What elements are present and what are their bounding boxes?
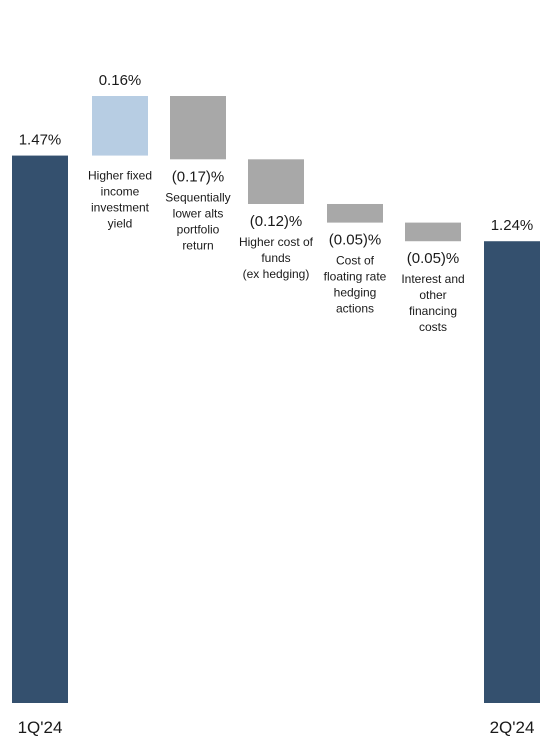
desc-label-4-line-3: (ex hedging) <box>243 267 310 281</box>
desc-label-5-line-3: hedging <box>334 286 377 300</box>
desc-label-5-line-1: Cost of <box>336 254 375 268</box>
desc-label-3-line-4: return <box>182 238 213 252</box>
desc-label-3-line-3: portfolio <box>177 222 220 236</box>
bar-1 <box>12 155 68 703</box>
bar-6 <box>405 222 461 242</box>
desc-label-3-line-2: lower alts <box>173 206 224 220</box>
desc-label-6-line-3: financing <box>409 304 457 318</box>
value-label-2: 0.16% <box>99 72 142 89</box>
desc-label-2-line-1: Higher fixed <box>88 169 152 183</box>
desc-label-4-line-2: funds <box>261 251 290 265</box>
bar-5 <box>327 203 383 223</box>
desc-label-6-line-2: other <box>419 288 446 302</box>
value-label-5: (0.05)% <box>329 232 382 249</box>
bars-layer <box>12 96 540 704</box>
value-label-1: 1.47% <box>19 132 62 149</box>
desc-label-2-line-4: yield <box>108 217 133 231</box>
value-label-4: (0.12)% <box>250 213 303 230</box>
desc-label-4-line-1: Higher cost of <box>239 235 314 249</box>
bar-3 <box>170 96 226 160</box>
desc-label-6-line-1: Interest and <box>401 272 464 286</box>
value-label-6: (0.05)% <box>407 250 460 267</box>
desc-label-5-line-2: floating rate <box>324 270 387 284</box>
desc-label-6-line-4: costs <box>419 320 447 334</box>
desc-label-3-line-1: Sequentially <box>165 190 230 204</box>
tick-label-7: 2Q'24 <box>490 718 535 737</box>
desc-label-2-line-2: income <box>101 185 140 199</box>
value-label-7: 1.24% <box>491 217 534 234</box>
desc-label-2-line-3: investment <box>91 201 150 215</box>
desc-label-5-line-4: actions <box>336 302 374 316</box>
tick-label-1: 1Q'24 <box>18 718 63 737</box>
labels-layer: 1.47% 1Q'24 0.16% Higher fixed income investm… <box>18 72 535 737</box>
value-label-3: (0.17)% <box>172 168 225 185</box>
bar-7 <box>484 241 540 704</box>
bar-2 <box>92 96 148 156</box>
bar-4 <box>248 159 304 204</box>
